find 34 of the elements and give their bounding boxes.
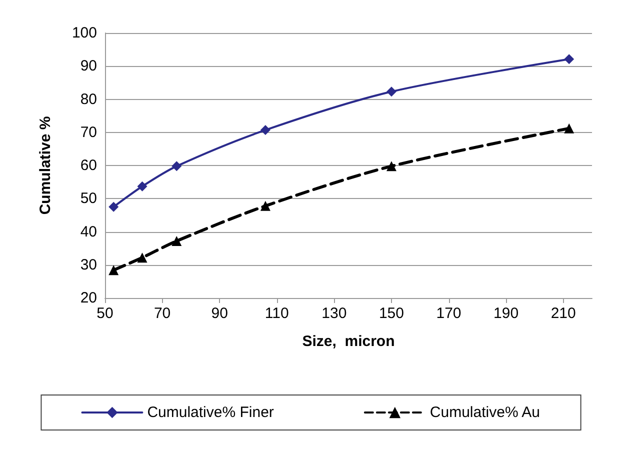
- y-tick-label: 70: [80, 124, 97, 141]
- x-tick-label: 90: [211, 305, 228, 322]
- point: [260, 125, 270, 136]
- x-tick-label: 150: [378, 305, 404, 322]
- point: [172, 236, 182, 246]
- legend-label: Cumulative% Au: [430, 404, 540, 421]
- point: [564, 54, 574, 64]
- x-tick-label: 210: [550, 305, 576, 322]
- x-tick-label: 110: [264, 305, 289, 322]
- y-tick-label: 100: [72, 24, 97, 42]
- point: [137, 252, 148, 263]
- y-axis-title: Cumulative %: [37, 116, 54, 215]
- point: [386, 161, 396, 172]
- y-tick-label: 50: [80, 190, 97, 208]
- y-tick-label: 80: [80, 90, 97, 108]
- x-tick-label: 70: [154, 305, 171, 322]
- point: [108, 202, 119, 212]
- x-tick-label: 170: [436, 305, 462, 322]
- point: [564, 123, 574, 134]
- x-axis-title: Size, micron: [302, 333, 395, 350]
- y-tick-label: 40: [80, 223, 97, 240]
- point: [386, 86, 396, 97]
- legend-label: Cumulative% Finer: [147, 404, 274, 421]
- point: [137, 181, 148, 192]
- x-tick-label: 130: [322, 305, 347, 322]
- y-tick-label: 20: [80, 290, 97, 306]
- y-tick-label: 90: [80, 58, 97, 75]
- x-tick-label: 50: [96, 305, 114, 322]
- y-tick-label: 30: [80, 256, 97, 274]
- point: [260, 200, 270, 211]
- point: [172, 161, 182, 172]
- y-tick-label: 60: [80, 157, 97, 174]
- point: [108, 265, 119, 276]
- x-tick-label: 190: [494, 305, 519, 322]
